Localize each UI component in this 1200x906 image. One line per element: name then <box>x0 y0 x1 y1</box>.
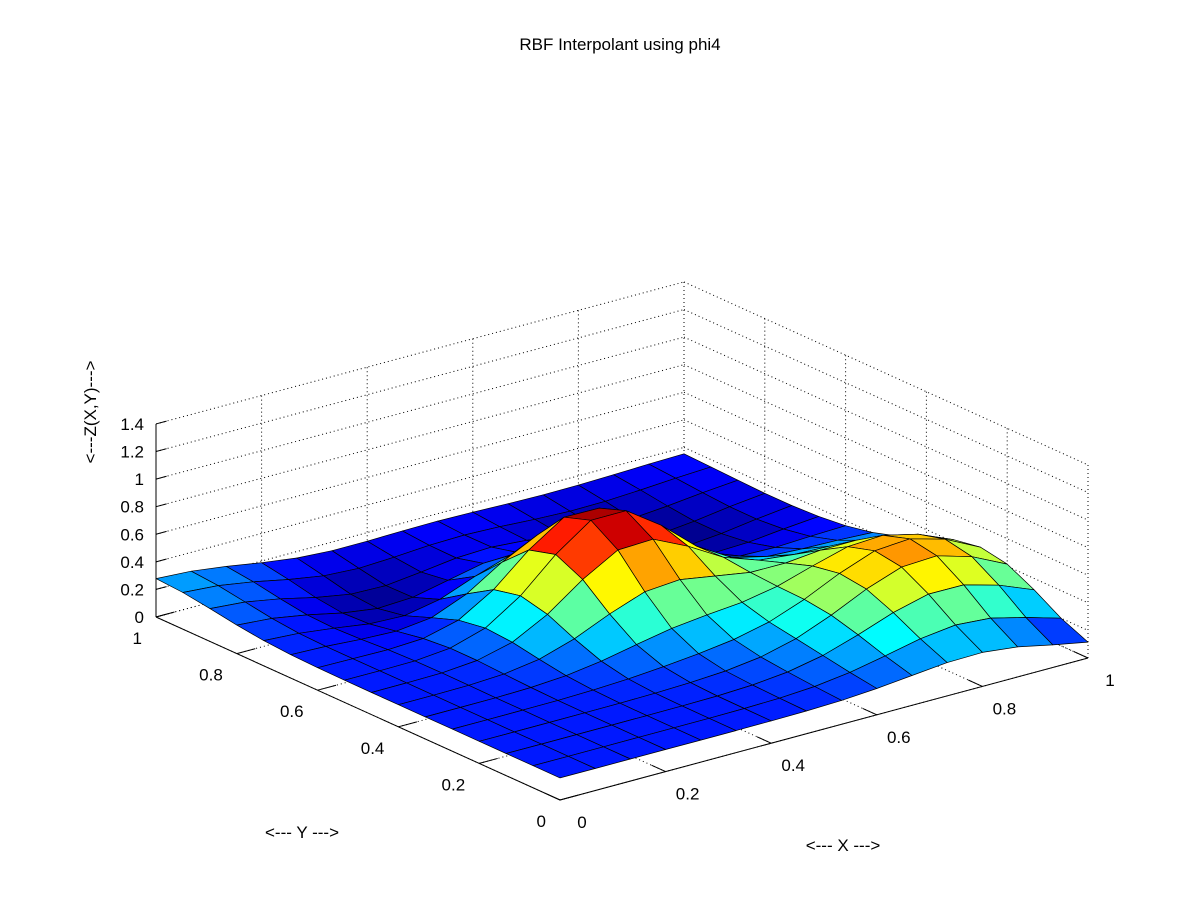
y-tick <box>236 648 256 655</box>
x-tick-label: 0.8 <box>993 699 1017 718</box>
z-tick-label: 1.4 <box>120 415 144 434</box>
surface-layer <box>155 453 1089 779</box>
back-wall-gridline-z <box>155 336 685 480</box>
surface-cell <box>532 755 596 779</box>
x-axis-label: <--- X ---> <box>806 836 881 855</box>
x-axis-line <box>559 657 1089 801</box>
x-tick <box>862 707 878 716</box>
z-tick-label: 0.4 <box>120 553 144 572</box>
x-tick-label: 0.6 <box>887 728 911 747</box>
y-tick-label: 1 <box>133 629 142 648</box>
y-tick-label: 0.4 <box>361 739 385 758</box>
x-tick-label: 0.2 <box>676 785 700 804</box>
x-tick-label: 1 <box>1105 671 1114 690</box>
z-tick <box>155 613 167 618</box>
x-tick-label: 0 <box>577 813 586 832</box>
z-tick-label: 0.6 <box>120 525 144 544</box>
x-tick <box>756 736 772 744</box>
y-axis-label: <--- Y ---> <box>265 823 339 842</box>
y-tick-label: 0.6 <box>280 702 304 721</box>
z-tick <box>155 530 167 535</box>
z-tick <box>155 586 167 590</box>
side-wall-gridline-z <box>683 309 1089 493</box>
z-axis-label: <---Z(X,Y)---> <box>81 360 100 463</box>
z-tick-label: 0 <box>135 608 144 627</box>
x-tick <box>1073 651 1089 659</box>
axis-layer: 0 0.2 0.4 0.6 0.8 1 0 0.2 0.4 0.6 0.8 1 0 0.2 0.4 0.6 0.… <box>120 415 1114 832</box>
z-tick-label: 1.2 <box>120 443 144 462</box>
y-tick-label: 0.2 <box>442 775 466 794</box>
x-tick <box>545 793 561 801</box>
back-wall-gridline-z <box>155 309 685 453</box>
z-tick <box>155 448 167 453</box>
grid-layer <box>155 281 1089 801</box>
z-tick-label: 0.8 <box>120 498 144 517</box>
y-tick-label: 0 <box>537 812 546 831</box>
y-axis-line <box>155 616 561 801</box>
x-tick-label: 0.4 <box>781 756 805 775</box>
y-tick <box>398 721 418 728</box>
chart-title: RBF Interpolant using phi4 <box>519 35 720 54</box>
y-tick-label: 0.8 <box>199 666 223 685</box>
y-tick <box>479 757 498 764</box>
z-tick <box>155 420 167 425</box>
x-tick <box>968 679 983 687</box>
z-tick <box>155 475 167 480</box>
back-wall-gridline-z <box>155 281 685 425</box>
y-tick <box>317 684 337 691</box>
z-tick-label: 1 <box>135 470 144 489</box>
side-wall-gridline-z <box>683 281 1089 466</box>
z-tick <box>155 558 167 563</box>
z-tick-label: 0.2 <box>120 580 144 599</box>
y-tick <box>559 794 579 801</box>
z-tick <box>155 503 167 508</box>
x-tick <box>651 764 666 773</box>
